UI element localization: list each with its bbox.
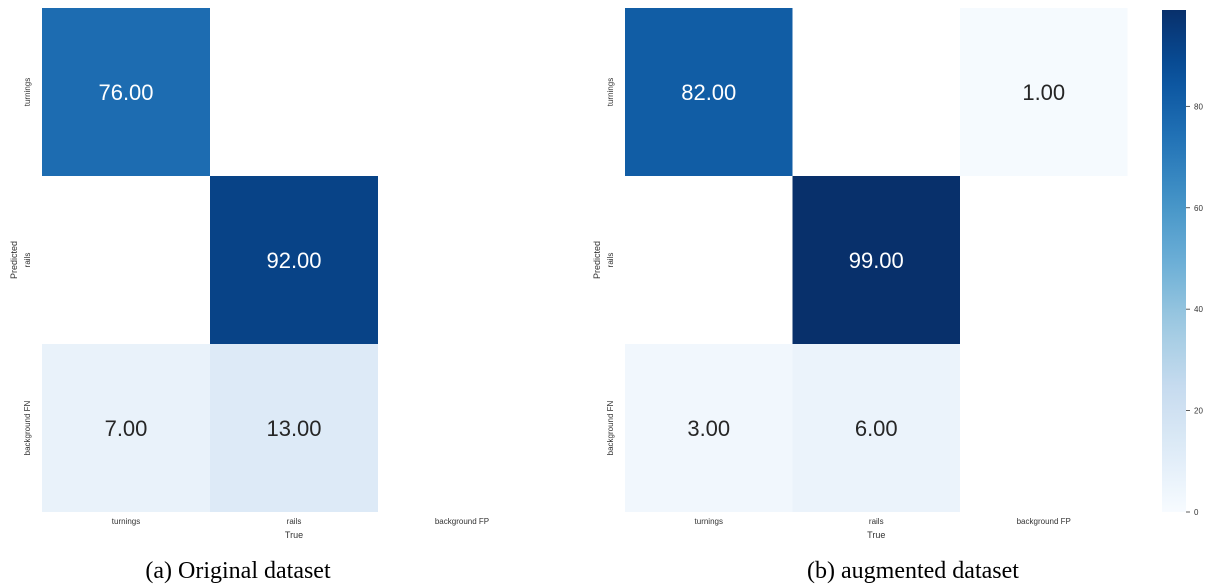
x-tick-label: rails [869,517,884,526]
colorbar-tick-label: 80 [1194,102,1203,111]
heatmap-cell-r2-c1 [792,344,960,512]
cell-value-label: 82.00 [681,80,736,105]
y-tick-label: background FN [606,400,615,455]
colorbar-tick-label: 20 [1194,407,1203,416]
x-tick-label: turnings [112,517,140,526]
cell-value-label: 99.00 [849,248,904,273]
y-tick-label: rails [23,253,32,268]
y-axis-title: Predicted [592,241,602,279]
x-tick-label: background FP [1017,517,1071,526]
colorbar-gradient [1162,10,1186,512]
y-tick-label: rails [606,253,615,268]
y-tick-label: turnings [23,78,32,106]
subfigure-caption: (a) Original dataset [145,558,331,584]
x-tick-label: background FP [435,517,489,526]
y-axis-title: Predicted [9,241,19,279]
cell-value-label: 92.00 [266,248,321,273]
y-tick-label: background FN [23,400,32,455]
x-tick-label: rails [287,517,302,526]
heatmap-cell-r2-c0 [42,344,210,512]
cell-value-label: 13.00 [266,416,321,441]
cell-value-label: 7.00 [105,416,148,441]
heatmap-cell-r2-c0 [625,344,793,512]
confusion-matrix-original: 76.00 92.00 7.00 13.00 turnings rails backgrou… [9,8,489,584]
heatmap-cell-r0-c0 [42,8,210,176]
confusion-matrix-augmented: 82.00 1.00 99.00 3.00 6.00 turnings rails backg… [592,8,1128,584]
subfigure-caption: (b) augmented dataset [807,558,1019,584]
colorbar-tick-label: 0 [1194,508,1199,517]
y-tick-label: turnings [606,78,615,106]
cell-value-label: 76.00 [98,80,153,105]
colorbar: 0 20 40 60 80 [1162,10,1203,517]
colorbar-tick-label: 60 [1194,204,1203,213]
heatmap-cell-r2-c1 [210,344,378,512]
cell-value-label: 6.00 [855,416,898,441]
x-tick-label: turnings [695,517,723,526]
x-axis-title: True [285,530,303,540]
cell-value-label: 1.00 [1022,80,1065,105]
heatmap-cell-r0-c0 [625,8,793,176]
heatmap-cell-r1-c1 [210,176,378,344]
cell-value-label: 3.00 [687,416,730,441]
heatmap-cell-r1-c1 [792,176,960,344]
x-axis-title: True [867,530,885,540]
heatmap-cell-r0-c2 [960,8,1128,176]
colorbar-tick-label: 40 [1194,305,1203,314]
